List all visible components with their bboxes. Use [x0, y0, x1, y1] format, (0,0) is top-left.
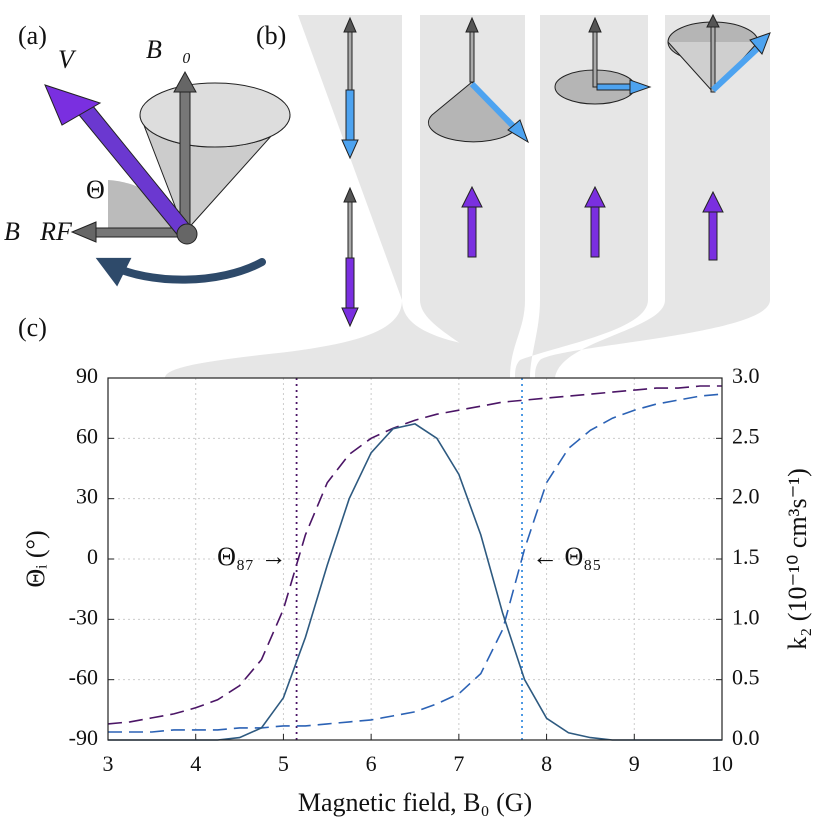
x-tick-label: 4 [190, 751, 201, 776]
plot-frame [107, 377, 723, 741]
y-tick-label: 90 [76, 363, 98, 388]
y2-tick-label: 3.0 [732, 363, 760, 388]
y-tick-label: -90 [69, 725, 98, 750]
y2-axis-label: k₂ (10⁻¹⁰ cm³s⁻¹) [783, 468, 812, 650]
series-line [107, 385, 722, 725]
x-tick-label: 5 [278, 751, 289, 776]
y-axis-label: Θᵢ (°) [21, 530, 50, 587]
annotation: ← Θ₈₅ [532, 542, 601, 571]
y-tick-label: -30 [69, 604, 98, 629]
x-axis-label: Magnetic field, B₀ (G) [298, 788, 532, 817]
y2-tick-label: 2.0 [732, 484, 760, 509]
panel-label: (b) [256, 21, 286, 50]
y-tick-label: 30 [76, 484, 98, 509]
annotation: Θ₈₇ → [217, 542, 286, 571]
panel-a-diagram [44, 70, 291, 287]
diagram-label: Θ [86, 175, 105, 204]
y-tick-label: 60 [76, 423, 98, 448]
y2-tick-label: 1.5 [732, 544, 760, 569]
x-tick-label: 7 [453, 751, 464, 776]
panel-label: (a) [18, 21, 47, 50]
y-tick-label: -60 [69, 665, 98, 690]
y2-tick-label: 0.0 [732, 725, 760, 750]
x-tick-label: 8 [541, 751, 552, 776]
x-tick-label: 9 [629, 751, 640, 776]
x-tick-label: 6 [366, 751, 377, 776]
x-tick-label: 3 [103, 751, 114, 776]
panel-b-arrows [341, 13, 771, 328]
x-tick-label: 10 [711, 751, 733, 776]
diagram-label: B⃗RF [4, 217, 73, 246]
diagram-label: V⃗ [58, 45, 94, 74]
plot [107, 377, 723, 741]
diagram-label: B⃗₀ [146, 35, 191, 64]
y2-tick-label: 1.0 [732, 604, 760, 629]
y2-tick-label: 0.5 [732, 665, 760, 690]
y-tick-label: 0 [87, 544, 98, 569]
y2-tick-label: 2.5 [732, 423, 760, 448]
panel-label: (c) [18, 313, 47, 342]
